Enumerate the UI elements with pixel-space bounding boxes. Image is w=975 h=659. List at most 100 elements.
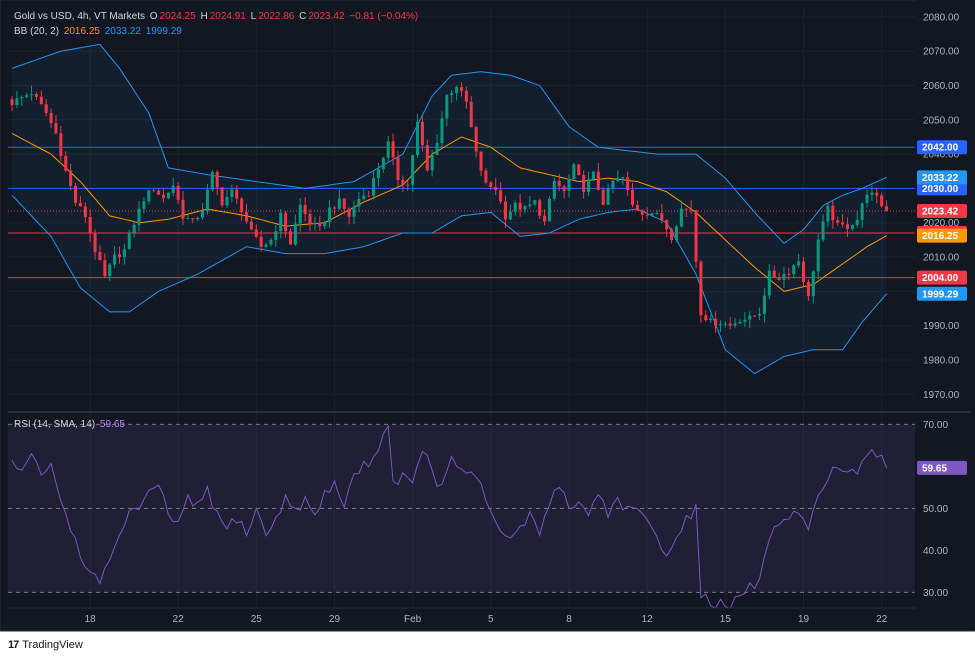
candle-body <box>293 223 297 245</box>
candle <box>367 190 371 198</box>
low-label: L <box>250 11 257 22</box>
candle-body <box>264 244 268 247</box>
candle <box>220 186 224 208</box>
candle-body <box>606 188 610 205</box>
candle-body <box>440 118 444 144</box>
candle <box>655 209 659 215</box>
candle <box>284 210 288 238</box>
candle-body <box>508 211 512 220</box>
candle <box>577 164 581 176</box>
candle-body <box>186 218 190 220</box>
candle <box>78 196 82 207</box>
candle <box>738 319 742 324</box>
candle-body <box>386 141 390 158</box>
candle-body <box>381 157 385 170</box>
candle <box>469 96 473 128</box>
time-tick-label: 29 <box>329 614 341 625</box>
candle <box>59 125 63 162</box>
candle-body <box>767 270 771 296</box>
candle-body <box>435 143 439 155</box>
candle <box>64 151 68 173</box>
candle-body <box>303 204 307 215</box>
candle <box>543 209 547 226</box>
price-tick-label: 1970.00 <box>923 390 960 401</box>
candle <box>323 220 327 230</box>
candle <box>269 238 273 247</box>
candle-body <box>469 101 473 128</box>
time-tick-label: 18 <box>85 614 97 625</box>
candle-body <box>845 224 849 229</box>
candle <box>137 200 141 232</box>
candle-body <box>816 239 820 272</box>
candle-body <box>850 225 854 229</box>
candle-body <box>582 174 586 192</box>
candle-body <box>137 208 141 225</box>
candle <box>567 174 571 198</box>
candle-body <box>679 208 683 227</box>
candle <box>689 200 693 215</box>
symbol-label[interactable]: Gold vs USD, 4h, VT Markets <box>14 11 145 22</box>
candle <box>181 190 185 225</box>
candle <box>518 193 522 217</box>
candle-body <box>787 274 791 276</box>
candle-body <box>352 206 356 217</box>
candle-body <box>855 219 859 226</box>
candle-body <box>108 264 112 277</box>
candle-body <box>640 210 644 215</box>
candle <box>513 200 517 216</box>
candle <box>88 209 92 242</box>
candle <box>479 151 483 177</box>
price-tick-label: 2020.00 <box>923 218 960 229</box>
candle <box>753 315 757 317</box>
candle-body <box>547 198 551 222</box>
candle-body <box>596 171 600 190</box>
candle-body <box>54 123 58 134</box>
candle-body <box>718 324 722 326</box>
candle <box>474 125 478 158</box>
bb-basis-value: 2016.25 <box>63 26 100 37</box>
time-tick-label: 12 <box>642 614 654 625</box>
svg-text:2016.25: 2016.25 <box>922 231 959 242</box>
candle <box>401 175 405 193</box>
candle-body <box>464 90 468 102</box>
candle-body <box>157 190 161 195</box>
candle <box>210 169 214 192</box>
candle-body <box>797 261 801 266</box>
candle <box>313 216 317 231</box>
candle <box>25 92 29 99</box>
candle-body <box>489 182 493 188</box>
candle <box>831 200 835 230</box>
price-tick-label: 2060.00 <box>923 81 960 92</box>
candle-body <box>689 208 693 211</box>
time-axis-bg <box>8 608 915 630</box>
bb-upper-line <box>11 43 887 244</box>
svg-text:2042.00: 2042.00 <box>922 143 959 154</box>
candle <box>464 86 468 109</box>
candle <box>352 200 356 225</box>
candle <box>767 264 771 300</box>
candle-body <box>34 94 38 97</box>
candle <box>841 214 845 228</box>
bb-legend[interactable]: BB (20, 2) 2016.25 2033.22 1999.29 <box>14 25 184 39</box>
candle-body <box>523 205 527 210</box>
tradingview-footer[interactable]: 17 TradingView <box>8 637 83 653</box>
candle <box>440 111 444 148</box>
candle-body <box>39 96 43 105</box>
candle <box>230 184 234 203</box>
candle <box>10 96 14 111</box>
rsi-legend[interactable]: RSI (14, SMA, 14) 59.65 <box>14 418 127 432</box>
candle <box>499 182 503 204</box>
open-label: O <box>149 11 158 22</box>
candle <box>254 224 258 239</box>
candle-body <box>328 207 332 223</box>
candle-body <box>313 222 317 225</box>
candle <box>660 204 664 224</box>
candle <box>665 219 669 238</box>
candle <box>44 98 48 117</box>
level-price-tag: 2030.00 <box>917 181 967 196</box>
candle <box>122 243 126 265</box>
candle <box>484 167 488 185</box>
candle <box>157 188 161 195</box>
